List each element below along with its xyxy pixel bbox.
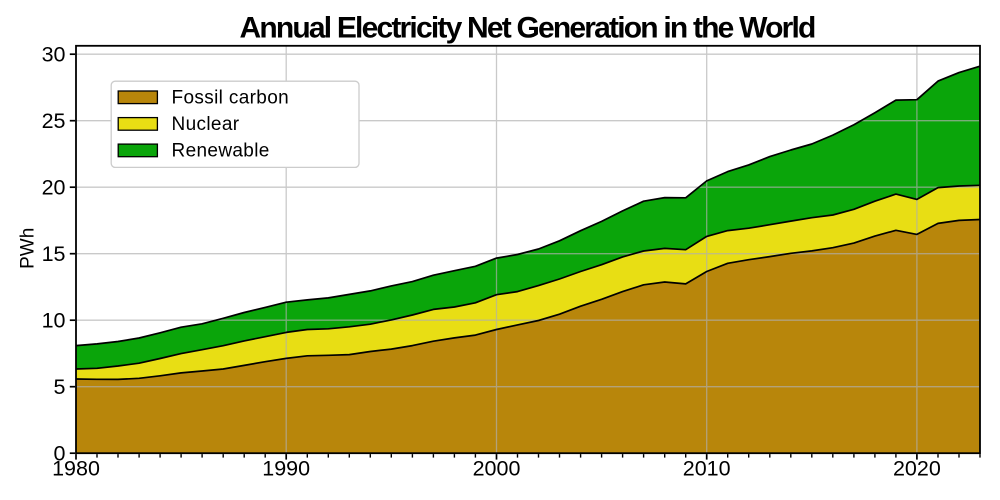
svg-text:1990: 1990 [262,457,310,481]
svg-text:1980: 1980 [52,457,100,481]
svg-text:Renewable: Renewable [172,141,270,162]
svg-text:2020: 2020 [893,457,941,481]
svg-text:15: 15 [42,242,66,266]
svg-text:5: 5 [54,375,66,399]
svg-text:25: 25 [42,109,66,133]
svg-text:30: 30 [42,43,66,67]
svg-text:10: 10 [42,309,66,333]
svg-text:2000: 2000 [473,457,521,481]
svg-text:Nuclear: Nuclear [172,114,240,135]
svg-text:2010: 2010 [683,457,731,481]
svg-text:PWh: PWh [18,228,39,269]
svg-text:Fossil carbon: Fossil carbon [172,87,290,108]
svg-text:Annual Electricity Net Generat: Annual Electricity Net Generation in the… [239,12,815,45]
svg-text:0: 0 [54,442,66,466]
svg-text:20: 20 [42,176,66,200]
